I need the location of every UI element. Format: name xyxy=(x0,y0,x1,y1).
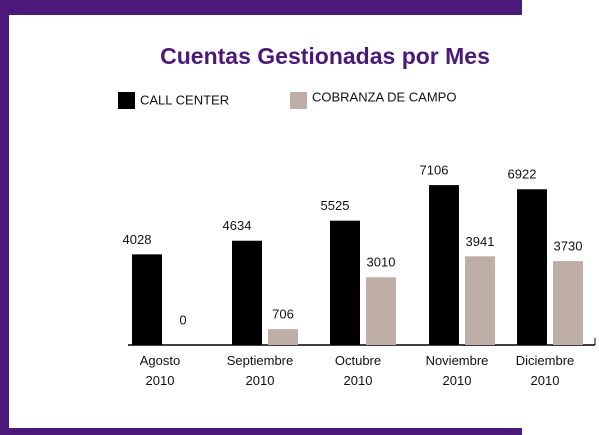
bar xyxy=(517,189,547,345)
frame-bottom xyxy=(0,428,522,435)
legend-swatch xyxy=(290,92,307,109)
x-tick-label-line: Septiembre xyxy=(227,353,293,368)
bar xyxy=(366,277,396,345)
value-label: 706 xyxy=(272,307,294,322)
x-tick-label: Noviembre 2010 xyxy=(426,353,489,388)
bar xyxy=(465,256,495,345)
x-tick-label: Octubre 2010 xyxy=(335,353,381,388)
x-tick-label-line: 2010 xyxy=(531,373,560,388)
frame-top xyxy=(0,0,522,15)
x-tick-label: Diciembre 2010 xyxy=(516,353,575,388)
x-tick-label-line: 2010 xyxy=(146,373,175,388)
value-label: 3010 xyxy=(367,255,396,270)
legend-label: CALL CENTER xyxy=(140,92,229,107)
x-tick-label-line: 2010 xyxy=(246,373,275,388)
value-label: 3730 xyxy=(554,239,583,254)
x-tick-label-line: 2010 xyxy=(443,373,472,388)
x-tick-label: Agosto 2010 xyxy=(140,353,180,388)
chart-title: Cuentas Gestionadas por Mes xyxy=(160,43,490,69)
value-label: 6922 xyxy=(508,167,537,182)
value-label: 7106 xyxy=(420,163,449,178)
frame-left xyxy=(0,0,9,435)
value-label: 4634 xyxy=(223,218,252,233)
legend-swatch xyxy=(118,92,135,109)
x-tick-label-line: 2010 xyxy=(344,373,373,388)
value-label: 4028 xyxy=(123,232,152,247)
bar xyxy=(232,240,262,345)
value-label: 0 xyxy=(179,312,186,327)
bar xyxy=(553,261,583,345)
bar xyxy=(429,185,459,345)
x-tick-label-line: Agosto xyxy=(140,353,180,368)
x-tick-label-line: Octubre xyxy=(335,353,381,368)
x-tick-label-line: Diciembre xyxy=(516,353,575,368)
value-label: 5525 xyxy=(321,198,350,213)
bar xyxy=(132,254,162,345)
x-tick-label: Septiembre 2010 xyxy=(227,353,293,388)
value-label: 3941 xyxy=(466,234,495,249)
bar xyxy=(330,220,360,345)
x-tick-label-line: Noviembre xyxy=(426,353,489,368)
bar xyxy=(268,329,298,345)
legend-label: COBRANZA DE CAMPO xyxy=(312,89,456,104)
